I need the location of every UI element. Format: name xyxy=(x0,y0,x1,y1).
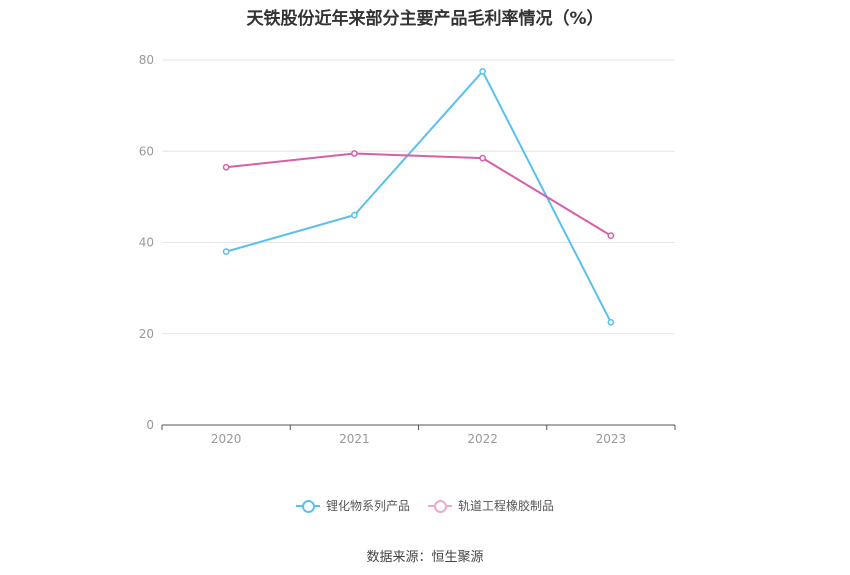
line-chart: 0 20 40 60 80 2020 2021 2022 2023 xyxy=(139,53,676,446)
legend-marker-icon xyxy=(295,499,320,513)
data-point xyxy=(222,163,230,171)
chart-title: 天铁股份近年来部分主要产品毛利率情况（%） xyxy=(246,9,604,29)
legend-item-series-0[interactable]: 锂化物系列产品 xyxy=(295,497,410,514)
y-tick-label: 20 xyxy=(139,327,154,341)
legend-dot-0 xyxy=(301,499,315,513)
data-point xyxy=(479,68,486,75)
x-tick-label: 2022 xyxy=(467,432,498,446)
legend-label: 锂化物系列产品 xyxy=(325,499,410,513)
x-tick-label: 2020 xyxy=(211,432,242,446)
legend-dot-1 xyxy=(434,499,447,513)
y-tick-label: 40 xyxy=(139,236,154,250)
data-point xyxy=(607,232,615,240)
y-tick-label: 60 xyxy=(139,144,154,158)
legend-label: 轨道工程橡胶制品 xyxy=(458,499,555,513)
series-line-1 xyxy=(226,152,612,237)
x-tick-label: 2023 xyxy=(596,432,627,446)
data-point xyxy=(351,150,358,157)
data-point xyxy=(479,154,486,162)
x-tick-label: 2021 xyxy=(339,432,370,446)
legend-item-series-1[interactable]: 轨道工程橡胶制品 xyxy=(428,497,554,514)
source-note: 数据来源：恒生聚源 xyxy=(366,550,484,565)
data-point xyxy=(607,318,615,326)
data-point xyxy=(222,248,230,255)
y-tick-label: 0 xyxy=(146,418,154,432)
y-tick-label: 80 xyxy=(139,53,154,67)
legend-marker-icon xyxy=(428,499,452,513)
data-point xyxy=(351,211,358,219)
series-line-0 xyxy=(225,69,612,323)
legend: 锂化物系列产品 轨道工程橡胶制品 xyxy=(0,497,850,514)
